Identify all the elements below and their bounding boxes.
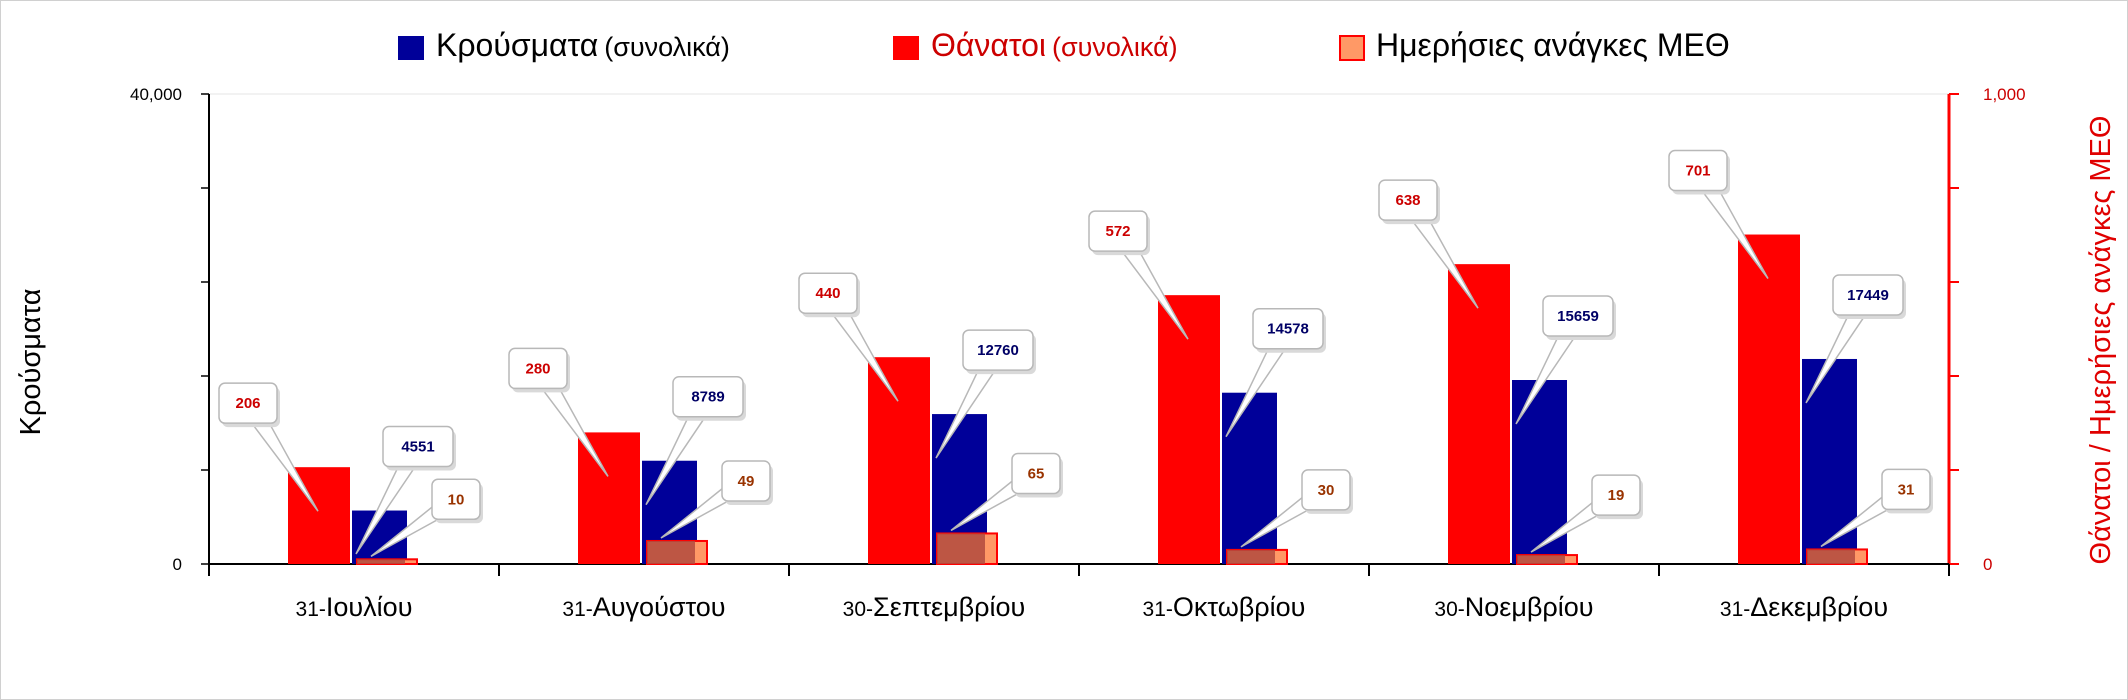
callout-deaths-box — [798, 272, 858, 314]
callout-deaths-text: 701 — [1685, 163, 1710, 180]
bars — [288, 234, 1868, 566]
callout-deaths-box — [1378, 179, 1438, 221]
category-label: 31-Αυγούστου — [562, 592, 725, 622]
callout-deaths-box — [1088, 210, 1148, 252]
bar-deaths — [1448, 264, 1510, 564]
callout-cases-box — [382, 425, 454, 468]
callout-icu-box — [1301, 469, 1351, 511]
left-tick-label-zero: 0 — [173, 555, 182, 574]
right-axis-ticks — [1949, 93, 1959, 565]
callout-deaths: 440 — [798, 272, 899, 402]
callout-deaths: 701 — [1668, 149, 1769, 279]
callout-cases: 8789 — [645, 375, 746, 506]
right-tick-label-max: 1,000 — [1983, 85, 2026, 104]
callout-icu: 49 — [660, 460, 773, 539]
legend-label-deaths: Θάνατοι (συνολικά) — [931, 27, 1178, 63]
bar-cases — [1802, 358, 1857, 564]
bar-deaths — [578, 432, 640, 564]
callout-icu: 65 — [950, 452, 1063, 532]
callout-icu-box — [1011, 452, 1061, 495]
callout-deaths-box — [218, 382, 278, 424]
callout-cases: 14578 — [1225, 307, 1326, 438]
legend-swatch-cases — [398, 36, 424, 60]
bar-deaths — [1158, 295, 1220, 564]
axes: 40,000 0 1,000 0 Κρούσματα Θάνατοι / Ημε… — [15, 85, 2117, 576]
callout-deaths-text: 280 — [525, 360, 550, 377]
right-axis-title: Θάνατοι / Ημερήσιες ανάγκες ΜΕΘ — [2085, 116, 2117, 565]
category-label: 31-Οκτωβρίου — [1143, 592, 1306, 622]
callout-deaths: 206 — [218, 382, 319, 512]
callout-cases-box — [1252, 307, 1324, 350]
callout-deaths-text: 206 — [235, 395, 260, 412]
bar-deaths — [1738, 234, 1800, 564]
callout-icu-text: 31 — [1898, 481, 1915, 498]
category-labels: 31-Ιουλίου 31-Αυγούστου 30-Σεπτεμβρίου 31-Ο… — [296, 592, 1889, 622]
callout-icu-box — [1881, 468, 1931, 511]
callout-deaths: 280 — [508, 347, 609, 477]
callout-icu-text: 49 — [738, 473, 755, 490]
callout-cases: 12760 — [935, 329, 1036, 459]
callout-icu-text: 19 — [1608, 487, 1625, 504]
bar-icu-shade — [1517, 555, 1565, 564]
callout-icu: 31 — [1820, 468, 1933, 548]
callout-deaths-text: 638 — [1395, 192, 1420, 209]
callout-cases-text: 8789 — [691, 389, 724, 406]
bar-cases — [1222, 392, 1277, 564]
right-tick-label-zero: 0 — [1983, 555, 1992, 574]
callout-icu-box — [431, 478, 481, 521]
bar-icu-shade — [647, 540, 695, 564]
callout-icu-text: 65 — [1028, 465, 1045, 482]
callouts: 206 4551 10 280 8789 49 440 12760 65 572 14578 30 63… — [218, 149, 1933, 557]
callout-cases-text: 17449 — [1847, 287, 1889, 304]
callout-icu-box — [721, 460, 771, 502]
callout-cases-text: 15659 — [1557, 308, 1599, 325]
callout-cases-text: 12760 — [977, 342, 1019, 359]
callout-deaths-box — [1668, 149, 1728, 192]
legend-swatch-icu — [1339, 35, 1365, 61]
callout-cases-text: 14578 — [1267, 321, 1309, 338]
callout-cases: 4551 — [355, 425, 456, 555]
category-label: 31-Δεκεμβρίου — [1720, 592, 1888, 622]
left-tick-label-max: 40,000 — [130, 85, 182, 104]
callout-cases-box — [962, 329, 1034, 371]
legend: Κρούσματα (συνολικά) Θάνατοι (συνολικά) Ημ… — [398, 27, 1730, 63]
callout-cases-text: 4551 — [401, 439, 434, 456]
callout-icu: 30 — [1240, 469, 1353, 548]
bar-icu-shade — [937, 533, 985, 564]
callout-deaths: 638 — [1378, 179, 1479, 309]
category-label: 31-Ιουλίου — [296, 592, 413, 622]
left-axis-ticks — [201, 93, 209, 565]
left-axis-title: Κρούσματα — [15, 288, 47, 435]
callout-icu-box — [1591, 474, 1641, 516]
callout-cases-box — [1542, 295, 1614, 337]
category-label: 30-Σεπτεμβρίου — [843, 592, 1026, 622]
callout-cases: 17449 — [1805, 274, 1906, 404]
callout-deaths-text: 572 — [1105, 223, 1130, 240]
callout-icu: 10 — [370, 478, 483, 557]
x-axis-ticks — [208, 564, 1950, 576]
callout-icu-text: 30 — [1318, 482, 1335, 499]
callout-cases-box — [672, 375, 744, 418]
callout-deaths-box — [508, 347, 568, 390]
callout-deaths: 572 — [1088, 210, 1189, 340]
callout-icu: 19 — [1530, 474, 1643, 553]
callout-icu-text: 10 — [448, 491, 465, 508]
legend-label-cases: Κρούσματα (συνολικά) — [436, 27, 730, 63]
callout-cases-box — [1832, 274, 1904, 316]
bar-icu-shade — [1227, 549, 1275, 564]
bar-icu-shade — [357, 559, 405, 564]
bar-icu-shade — [1807, 549, 1855, 564]
callout-cases: 15659 — [1515, 295, 1616, 425]
category-label: 30-Νοεμβρίου — [1434, 592, 1593, 622]
legend-label-icu: Ημερήσιες ανάγκες ΜΕΘ — [1376, 27, 1730, 63]
callout-deaths-text: 440 — [815, 285, 840, 302]
legend-swatch-deaths — [893, 36, 919, 60]
bar-deaths — [868, 357, 930, 564]
